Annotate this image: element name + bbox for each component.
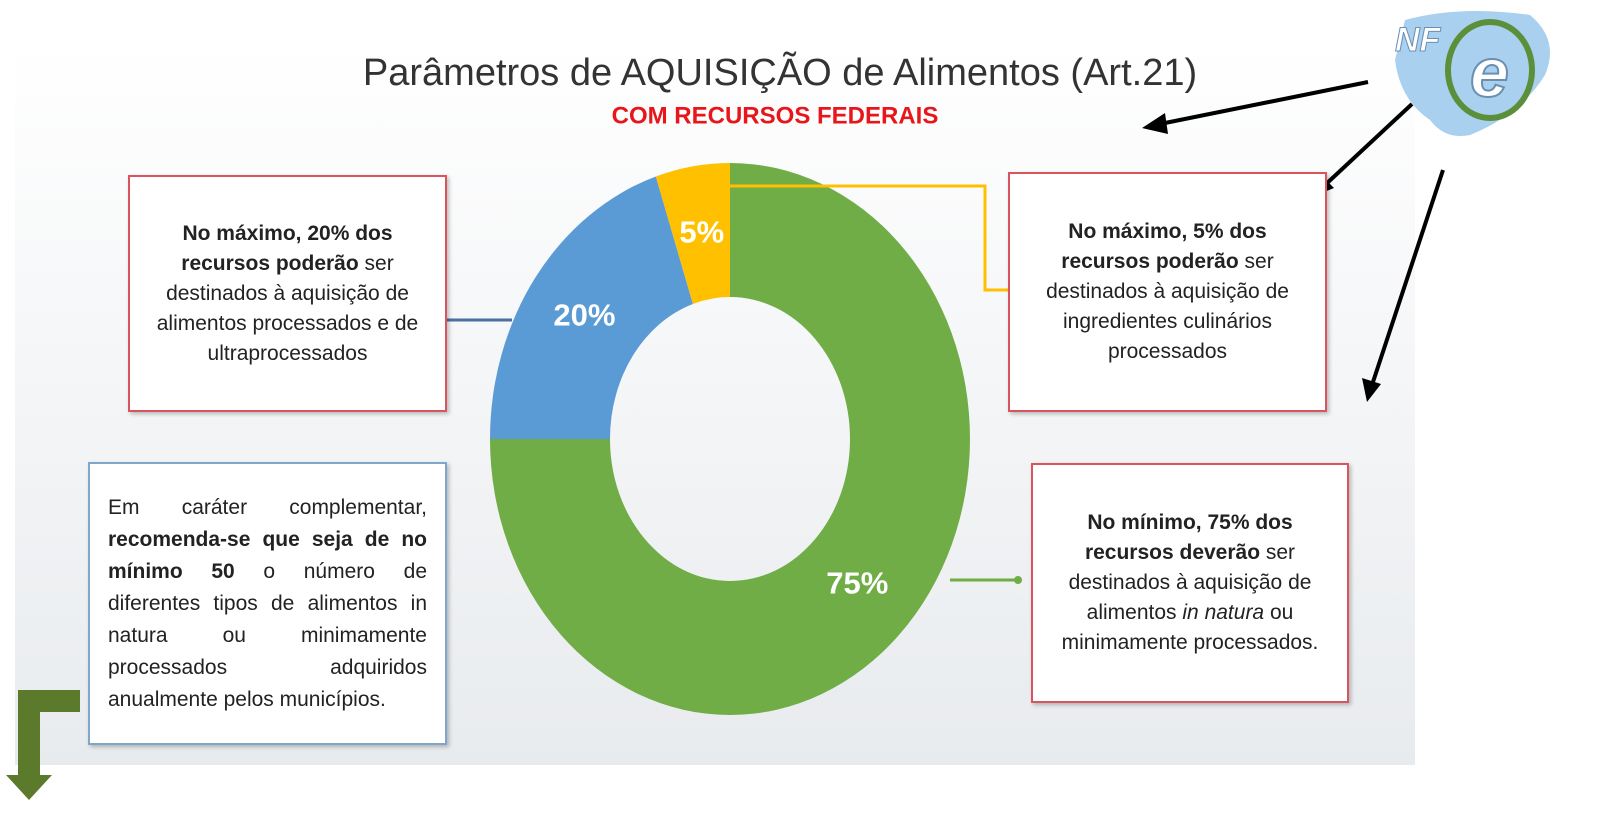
arrow [1323, 102, 1414, 187]
logo-letter: e [1470, 33, 1509, 111]
value-label: 75% [826, 566, 888, 601]
text-run: No mínimo, 75% dos recursos deverão [1084, 511, 1293, 564]
annotation-text: No máximo, 5% dos recursos poderão ser d… [1028, 217, 1307, 367]
connector [727, 184, 1015, 292]
slice [490, 176, 693, 439]
text-run: ser destinados à aquisição de alimentos … [156, 251, 419, 365]
text-run: o número de diferentes tipos de alimento… [108, 559, 427, 711]
arrow [1370, 169, 1445, 386]
text-run: Em caráter complementar, [108, 495, 427, 519]
logo-ring [1445, 19, 1535, 121]
value-label: 20% [553, 298, 615, 333]
arrowhead [1142, 113, 1168, 134]
slice [655, 163, 730, 304]
text-run: recomenda-se que seja de no mínimo 50 [108, 527, 427, 583]
annotation-box: No mínimo, 75% dos recursos deverão ser … [1031, 463, 1349, 703]
text-run: ser destinados à aquisição de ingredient… [1046, 250, 1289, 363]
donut: 75% 20% 5% [490, 163, 970, 715]
logo-map [1395, 11, 1550, 136]
arrow [1159, 80, 1369, 126]
text-run: ser destinados à aquisição de alimentos [1068, 541, 1312, 624]
annotation-box: No máximo, 5% dos recursos poderão ser d… [1008, 172, 1327, 412]
text-run: No máximo, 5% dos recursos poderão [1061, 220, 1267, 273]
annotation-text: No mínimo, 75% dos recursos deverão ser … [1051, 508, 1329, 658]
chart-subtitle: COM RECURSOS FEDERAIS [612, 102, 939, 129]
text-run: ou minimamente processados. [1061, 601, 1319, 654]
connector-dot [1014, 576, 1022, 584]
arrowhead [1362, 378, 1381, 402]
corner-arrow [6, 690, 80, 800]
logo-text: NF [1395, 21, 1442, 59]
chart-title: Parâmetros de AQUISIÇÃO de Alimentos (Ar… [363, 51, 1197, 94]
logo: NF e [1395, 11, 1550, 136]
annotation-text: No máximo, 20% dos recursos poderão ser … [148, 219, 427, 369]
annotation-box: No máximo, 20% dos recursos poderão ser … [128, 175, 447, 412]
value-label: 5% [679, 215, 724, 250]
note-text: Em caráter complementar, recomenda-se qu… [108, 492, 427, 716]
text-run: in natura [1182, 601, 1265, 624]
slice [490, 163, 970, 715]
text-run: No máximo, 20% dos recursos poderão [181, 221, 393, 275]
arrows [1142, 80, 1445, 402]
note-box: Em caráter complementar, recomenda-se qu… [88, 462, 447, 745]
